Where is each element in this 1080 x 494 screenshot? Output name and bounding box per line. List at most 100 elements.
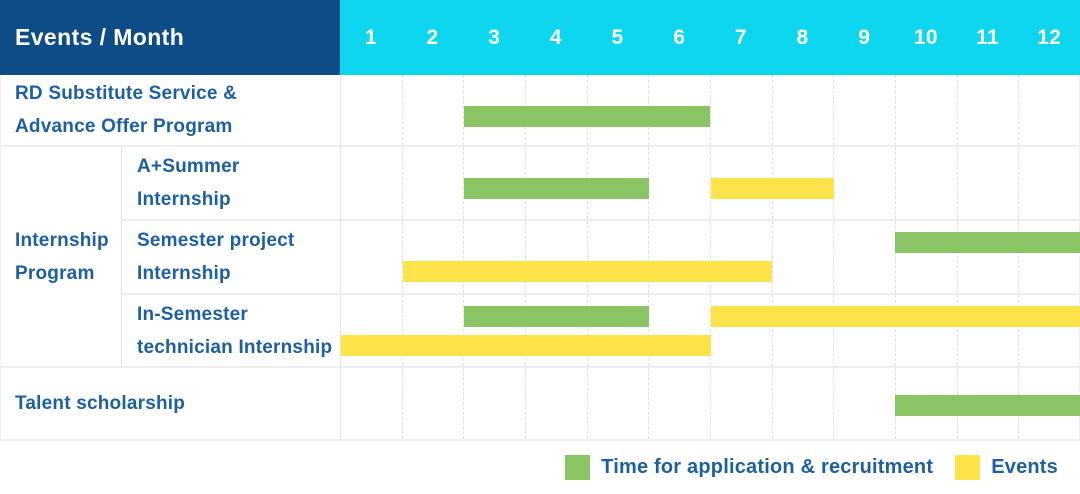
month-gridline <box>403 221 465 293</box>
month-label: 10 <box>913 25 938 49</box>
month-gridline <box>958 147 1020 219</box>
legend-label-recruitment: Time for application & recruitment <box>601 456 934 478</box>
label-line: Semester project <box>137 230 295 251</box>
gantt-bar-yellow <box>710 178 834 199</box>
month-label: 6 <box>673 25 686 49</box>
month-gridline <box>834 147 897 219</box>
legend: Time for application & recruitment Event… <box>0 441 1080 494</box>
month-label: 7 <box>734 25 747 49</box>
gantt-bar-green <box>464 106 711 127</box>
month-gridline <box>526 368 588 439</box>
month-gridline <box>896 295 958 366</box>
month-gridline <box>711 75 773 145</box>
row-timeline <box>340 295 1080 368</box>
month-gridline <box>403 295 465 366</box>
row-timeline <box>340 221 1080 295</box>
legend-swatch-green <box>565 455 591 480</box>
month-gridline <box>341 295 403 366</box>
month-gridline <box>834 75 897 145</box>
month-gridline <box>649 368 712 439</box>
row-sublabel: A+Summer Internship <box>122 147 340 221</box>
month-gridline <box>773 147 835 219</box>
row-timeline <box>340 147 1080 221</box>
gantt-bar-yellow <box>710 306 1080 327</box>
month-label: 3 <box>488 25 501 49</box>
month-gridline <box>711 368 773 439</box>
month-gridline <box>649 147 712 219</box>
label-line: A+Summer <box>137 156 240 177</box>
gantt-bar-green <box>464 178 649 199</box>
month-gridline <box>588 295 650 366</box>
label-line: technician Internship <box>137 336 333 358</box>
row-group-label: Internship Program <box>0 147 122 368</box>
month-gridline <box>834 368 897 439</box>
gantt-bar-yellow <box>402 261 773 282</box>
month-gridline <box>773 295 835 366</box>
row-timeline <box>340 368 1080 441</box>
month-label: 5 <box>611 25 624 49</box>
gantt-bar-green <box>464 306 649 327</box>
month-label: 9 <box>858 25 871 49</box>
legend-item-recruitment: Time for application & recruitment <box>565 455 933 480</box>
month-label: 11 <box>976 25 999 49</box>
month-gridline <box>464 295 527 366</box>
month-gridlines <box>341 221 1080 293</box>
legend-item-events: Events <box>955 455 1058 480</box>
month-gridline <box>341 147 403 219</box>
month-gridline <box>896 147 958 219</box>
row-timeline <box>340 75 1080 147</box>
month-gridline <box>464 368 527 439</box>
gantt-bar-green <box>895 395 1080 416</box>
legend-swatch-yellow <box>955 455 981 480</box>
month-gridline <box>464 221 527 293</box>
month-gridline <box>711 221 773 293</box>
month-label: 4 <box>549 25 562 49</box>
month-gridline <box>649 75 712 145</box>
month-gridlines <box>341 75 1080 145</box>
month-gridline <box>526 295 588 366</box>
legend-label-events: Events <box>991 456 1058 478</box>
month-gridline <box>958 221 1020 293</box>
gantt-bar-green <box>895 232 1080 253</box>
table-header: Events / Month 1 2 3 4 5 6 7 8 9 10 11 12 <box>0 0 1080 75</box>
month-label: 12 <box>1037 25 1062 49</box>
row-sublabel: In-Semester technician Internship <box>122 295 340 368</box>
row-sublabel: Semester project Internship <box>122 221 340 295</box>
gantt-bar-yellow <box>341 335 711 356</box>
label-line: Talent scholarship <box>15 393 186 414</box>
month-gridline <box>526 221 588 293</box>
table-title: Events / Month <box>0 0 340 75</box>
label-line: Internship <box>137 189 231 210</box>
month-gridline <box>403 75 465 145</box>
month-label: 8 <box>796 25 809 49</box>
month-label: 1 <box>364 25 377 49</box>
month-gridline <box>341 368 403 439</box>
month-gridline <box>834 295 897 366</box>
month-gridline <box>773 221 835 293</box>
month-gridline <box>341 75 403 145</box>
month-gridline <box>588 221 650 293</box>
label-line: Internship <box>137 263 231 284</box>
month-gridline <box>896 221 958 293</box>
month-gridline <box>1019 147 1080 219</box>
month-gridline <box>403 368 465 439</box>
month-gridline <box>958 295 1020 366</box>
label-line: RD Substitute Service & <box>15 83 238 104</box>
month-label: 2 <box>426 25 439 49</box>
label-line: Advance Offer Program <box>15 116 233 137</box>
month-gridlines <box>341 295 1080 366</box>
month-gridline <box>588 368 650 439</box>
month-gridline <box>958 75 1020 145</box>
row-label: RD Substitute Service & Advance Offer Pro… <box>0 75 340 147</box>
label-line: In-Semester <box>137 303 248 325</box>
month-gridline <box>896 75 958 145</box>
row-label: Talent scholarship <box>0 368 340 441</box>
label-line: Program <box>15 262 95 284</box>
month-gridline <box>649 221 712 293</box>
month-header-row: 1 2 3 4 5 6 7 8 9 10 11 12 <box>340 0 1080 75</box>
month-gridline <box>1019 75 1080 145</box>
month-gridline <box>403 147 465 219</box>
month-gridline <box>773 368 835 439</box>
month-gridline <box>649 295 712 366</box>
